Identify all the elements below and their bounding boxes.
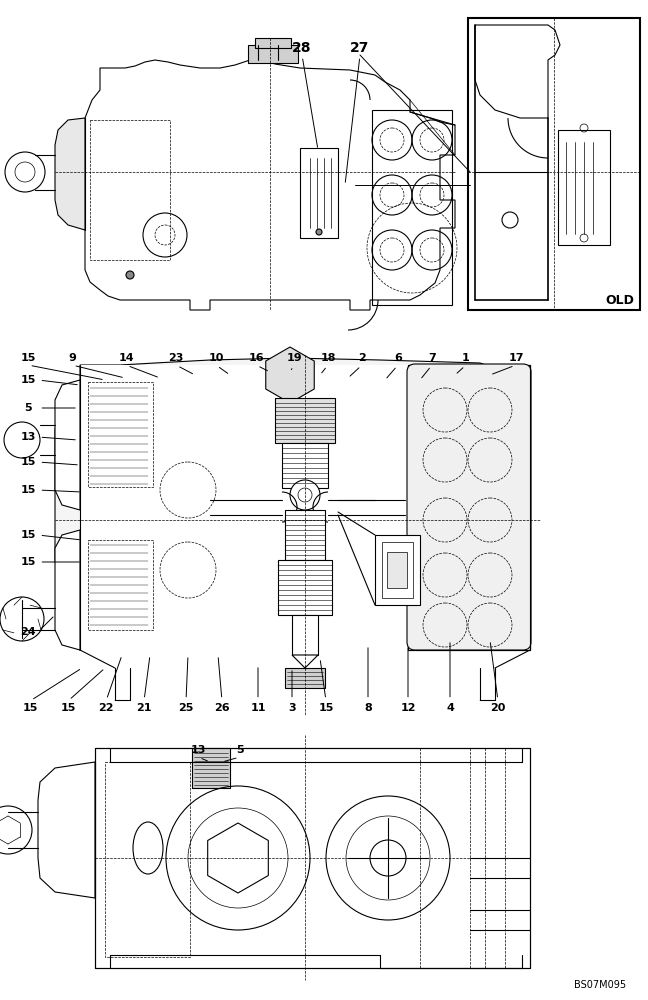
Text: 27: 27 [351, 41, 370, 55]
Bar [382, 542, 413, 598]
Circle shape [290, 480, 320, 510]
Bar [255, 38, 291, 48]
Text: 14: 14 [118, 353, 134, 363]
Text: 15: 15 [20, 457, 36, 467]
Text: 10: 10 [208, 353, 224, 363]
Text: 17: 17 [508, 353, 524, 363]
Text: 15: 15 [20, 557, 36, 567]
Text: BS07M095: BS07M095 [574, 980, 626, 990]
Polygon shape [55, 358, 530, 700]
Text: 15: 15 [20, 375, 36, 385]
FancyBboxPatch shape [407, 364, 531, 650]
Text: 28: 28 [292, 41, 312, 55]
Text: 1: 1 [462, 353, 470, 363]
Bar [387, 552, 407, 588]
Bar [192, 748, 230, 788]
Bar [285, 668, 325, 688]
Text: 7: 7 [428, 353, 436, 363]
Text: 18: 18 [320, 353, 336, 363]
Circle shape [370, 840, 406, 876]
Text: 12: 12 [400, 703, 416, 713]
Bar [558, 130, 610, 245]
Polygon shape [292, 655, 318, 668]
Text: 25: 25 [178, 703, 194, 713]
Text: 9: 9 [68, 353, 76, 363]
Polygon shape [38, 762, 95, 898]
Circle shape [0, 597, 44, 641]
Text: 26: 26 [214, 703, 230, 713]
Bar [88, 382, 153, 487]
Text: 6: 6 [394, 353, 402, 363]
Bar [292, 615, 318, 655]
Text: 15: 15 [318, 703, 334, 713]
Bar [468, 18, 640, 310]
Text: 15: 15 [22, 703, 38, 713]
Text: 3: 3 [288, 703, 296, 713]
Text: 20: 20 [491, 703, 505, 713]
Text: 22: 22 [98, 703, 114, 713]
Text: 2: 2 [358, 353, 366, 363]
Circle shape [4, 422, 40, 458]
Text: 16: 16 [248, 353, 264, 363]
Text: 4: 4 [446, 703, 454, 713]
Bar [88, 540, 153, 630]
Bar [275, 398, 335, 443]
Text: 8: 8 [364, 703, 372, 713]
Bar [372, 110, 452, 305]
Text: 21: 21 [136, 703, 152, 713]
Text: 19: 19 [286, 353, 302, 363]
Polygon shape [408, 365, 530, 650]
Polygon shape [266, 347, 314, 403]
Bar [278, 560, 332, 615]
Bar [408, 365, 530, 650]
Bar [90, 120, 170, 260]
Text: 11: 11 [250, 703, 266, 713]
Text: 24: 24 [20, 627, 36, 637]
Text: 15: 15 [20, 485, 36, 495]
Text: 5: 5 [24, 403, 32, 413]
Bar [375, 535, 420, 605]
Polygon shape [55, 118, 85, 230]
Text: 15: 15 [20, 530, 36, 540]
Text: 15: 15 [20, 353, 36, 363]
Text: 23: 23 [168, 353, 183, 363]
Polygon shape [55, 530, 80, 650]
Bar [248, 45, 298, 63]
Bar [95, 748, 530, 968]
Polygon shape [55, 380, 80, 510]
Text: 13: 13 [191, 745, 205, 755]
Text: OLD: OLD [606, 294, 634, 306]
Circle shape [0, 806, 32, 854]
Bar [105, 762, 190, 957]
Circle shape [126, 271, 134, 279]
Bar [282, 443, 328, 488]
Circle shape [5, 152, 45, 192]
Bar [80, 365, 530, 700]
Circle shape [316, 229, 322, 235]
Bar [285, 510, 325, 560]
Text: 5: 5 [236, 745, 244, 755]
Bar [300, 148, 338, 238]
Text: 15: 15 [60, 703, 76, 713]
Text: 13: 13 [20, 432, 36, 442]
